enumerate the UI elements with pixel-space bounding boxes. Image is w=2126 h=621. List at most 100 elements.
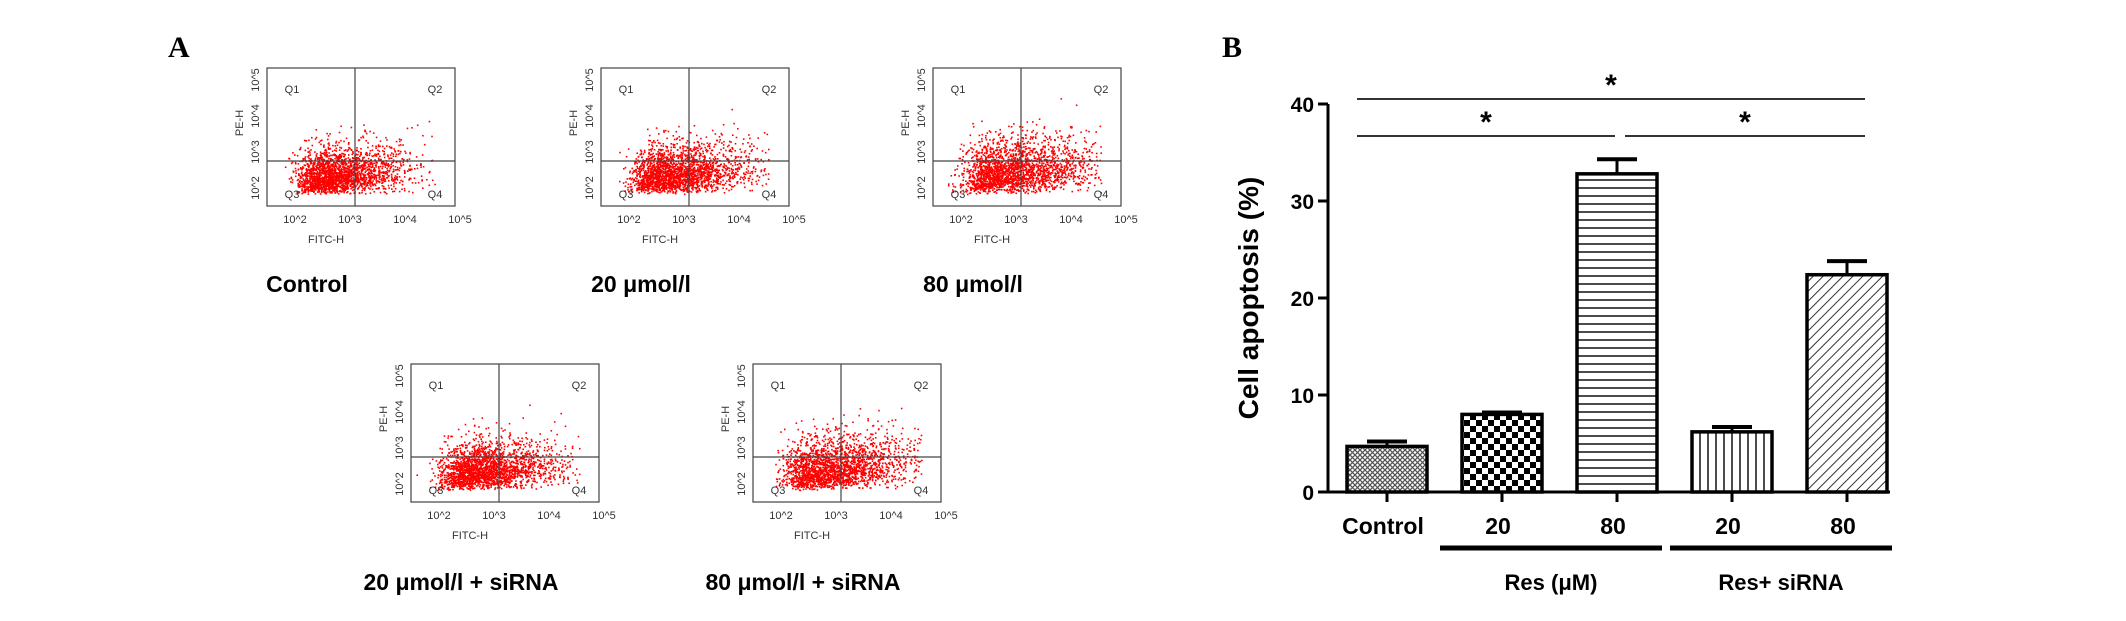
event-dot — [651, 187, 654, 189]
event-dot — [711, 154, 714, 156]
event-dot — [314, 193, 317, 195]
event-dot — [356, 180, 359, 183]
event-dot — [744, 173, 747, 176]
event-dot — [331, 169, 334, 171]
event-dot — [651, 182, 653, 184]
event-dot — [717, 178, 719, 181]
event-dot — [306, 172, 309, 174]
event-dot — [346, 165, 349, 168]
event-dot — [304, 172, 306, 175]
event-dot — [1024, 158, 1027, 161]
event-dot — [373, 162, 375, 165]
event-dot — [713, 174, 716, 177]
event-dot — [333, 149, 336, 151]
event-dot — [352, 152, 354, 154]
event-dot — [653, 165, 655, 167]
event-dot — [360, 152, 362, 154]
event-dot — [671, 188, 674, 190]
event-dot — [666, 164, 669, 167]
event-dot — [350, 164, 353, 167]
event-dot — [351, 186, 354, 189]
event-dot — [725, 188, 728, 190]
event-dot — [394, 176, 396, 179]
event-dot — [358, 172, 361, 175]
event-dot — [684, 154, 687, 157]
event-dot — [952, 191, 954, 194]
event-dot — [362, 183, 364, 185]
event-dot — [712, 164, 714, 167]
event-dot — [411, 182, 414, 184]
event-dot — [708, 181, 710, 183]
event-dot — [719, 177, 722, 179]
event-dot — [672, 146, 675, 148]
event-dot — [715, 181, 718, 183]
event-dot — [420, 166, 422, 168]
event-dot — [327, 176, 329, 178]
event-dot — [730, 141, 732, 143]
event-dot — [682, 188, 685, 190]
event-dot — [345, 187, 347, 190]
event-dot — [729, 150, 732, 153]
event-dot — [639, 183, 642, 186]
event-dot — [331, 158, 334, 161]
event-dot — [344, 168, 346, 170]
event-dot — [724, 173, 727, 175]
event-dot — [718, 182, 720, 185]
event-dot — [640, 153, 642, 156]
event-dot — [667, 170, 670, 172]
event-dot — [652, 189, 654, 191]
event-dot — [318, 172, 321, 174]
event-dot — [702, 163, 705, 166]
event-dot — [383, 153, 385, 156]
event-dot — [309, 175, 311, 178]
event-dot — [319, 157, 321, 159]
event-dot — [667, 164, 669, 166]
event-dot — [666, 171, 668, 174]
event-dot — [324, 180, 327, 183]
event-dot — [724, 167, 727, 170]
event-dot — [683, 179, 686, 181]
event-dot — [339, 146, 341, 149]
event-dot — [330, 183, 333, 186]
event-dot — [370, 170, 372, 172]
event-dot — [730, 167, 733, 170]
event-dot — [329, 187, 332, 189]
event-dot — [707, 178, 710, 181]
event-dot — [315, 184, 318, 186]
event-dot — [346, 167, 348, 170]
event-dot — [368, 181, 370, 184]
event-dot — [743, 172, 745, 174]
event-dot — [693, 178, 696, 180]
event-dot — [322, 172, 324, 175]
event-dot — [666, 147, 668, 149]
event-dot — [659, 157, 661, 160]
event-dot — [705, 166, 707, 168]
event-dot — [681, 155, 684, 157]
event-dot — [346, 180, 348, 183]
event-dot — [332, 179, 335, 182]
event-dot — [398, 144, 400, 147]
event-dot — [378, 170, 381, 172]
event-dot — [320, 183, 323, 186]
event-dot — [322, 186, 324, 188]
event-dot — [338, 154, 341, 157]
event-dot — [652, 159, 654, 162]
event-dot — [399, 144, 402, 146]
event-dot — [1065, 147, 1067, 149]
event-dot — [1028, 152, 1030, 154]
event-dot — [734, 162, 736, 164]
event-dot — [1013, 191, 1015, 193]
event-dot — [661, 161, 663, 163]
event-dot — [991, 159, 993, 161]
event-dot — [685, 187, 688, 189]
event-dot — [304, 164, 307, 167]
event-dot — [330, 174, 333, 177]
event-dot — [703, 159, 705, 161]
event-dot — [697, 185, 700, 188]
event-dot — [355, 156, 358, 159]
event-dot — [668, 178, 671, 180]
event-dot — [306, 179, 308, 182]
event-dot — [322, 161, 324, 163]
event-dot — [980, 165, 982, 168]
event-dot — [333, 175, 336, 177]
